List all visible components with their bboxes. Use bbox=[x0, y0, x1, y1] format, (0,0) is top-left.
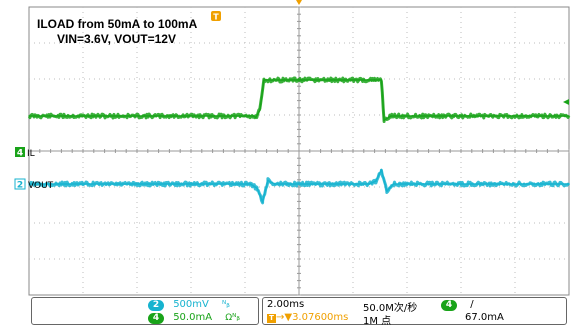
trace-il-point bbox=[380, 79, 383, 81]
trigger-slope-icon: / bbox=[470, 299, 474, 310]
sample-rate: 50.0M次/秒 bbox=[363, 303, 418, 314]
ch2-marker-icon bbox=[14, 178, 26, 190]
ch4-scale: 50.0mA bbox=[173, 312, 213, 323]
trace-vout-point bbox=[375, 180, 377, 182]
trace-vout-point bbox=[249, 183, 252, 185]
ch4-bandwidth-icon: Ωᴺᵦ bbox=[225, 313, 240, 323]
trace-vout-point bbox=[28, 183, 30, 185]
trace-il-point bbox=[568, 115, 570, 117]
trace-vout-point bbox=[256, 187, 258, 190]
trace-il-point bbox=[28, 115, 30, 117]
ch4-badge: 4 bbox=[148, 313, 164, 324]
trace-il-point bbox=[373, 79, 376, 81]
trigger-position-marker[interactable]: T bbox=[211, 11, 221, 22]
trace-il-point bbox=[390, 115, 392, 117]
trace-il-point bbox=[259, 109, 261, 111]
ch2-badge: 2 bbox=[148, 300, 164, 311]
record-length: 1M 点 bbox=[363, 316, 392, 327]
channel-status-panel[interactable]: 2 500mV ᴺᵦ 4 50.0mA Ωᴺᵦ bbox=[31, 297, 259, 325]
trigger-level-icon bbox=[563, 99, 569, 105]
ch2-trace-name: VOUT bbox=[28, 181, 54, 191]
trace-vout-point bbox=[392, 183, 395, 185]
ch2-marker[interactable]: 2 VOUT bbox=[14, 178, 54, 191]
trace-vout bbox=[29, 168, 569, 203]
trace-vout-point bbox=[267, 179, 269, 182]
trace-vout-point bbox=[368, 183, 371, 185]
ch2-scale: 500mV bbox=[173, 299, 209, 310]
trace-vout-point bbox=[386, 190, 388, 192]
trigger-marker-label: T bbox=[213, 13, 219, 22]
trigger-offset-icon: T bbox=[267, 314, 276, 323]
trace-vout-point bbox=[261, 201, 264, 203]
timebase-value: 2.00ms bbox=[267, 299, 305, 310]
trace-il-point bbox=[383, 119, 385, 122]
trace-il-point bbox=[255, 116, 257, 119]
trace-il-point bbox=[400, 115, 403, 117]
ch4-marker-icon bbox=[15, 147, 25, 157]
trigger-marker-icon bbox=[211, 11, 221, 21]
trace-vout-point bbox=[380, 168, 383, 171]
traces bbox=[27, 76, 571, 205]
ch2-bandwidth-icon: ᴺᵦ bbox=[222, 300, 230, 310]
graticule bbox=[28, 6, 570, 296]
trace-il-point bbox=[263, 79, 265, 81]
annotation-line1: ILOAD from 50mA to 100mA bbox=[37, 17, 198, 31]
center-trigger-icon bbox=[296, 0, 302, 5]
ch2-marker-number: 2 bbox=[17, 181, 23, 191]
annotation-line2: VIN=3.6V, VOUT=12V bbox=[57, 32, 176, 46]
ch4-marker[interactable]: 4 IL bbox=[15, 147, 35, 159]
trace-vout-point bbox=[273, 183, 276, 185]
timebase-status-panel[interactable]: 2.00ms T →▼3.07600ms 50.0M次/秒 1M 点 4 / 67… bbox=[262, 297, 567, 327]
trigger-source-badge: 4 bbox=[441, 300, 457, 311]
ch4-marker-number: 4 bbox=[17, 149, 23, 159]
ch4-trace-name: IL bbox=[27, 149, 35, 159]
trace-il-point bbox=[252, 115, 254, 117]
trigger-level: 67.0mA bbox=[465, 312, 504, 323]
trace-vout-point bbox=[568, 183, 570, 185]
trace-il-point bbox=[298, 79, 300, 81]
trigger-offset: →▼3.07600ms bbox=[276, 312, 349, 323]
